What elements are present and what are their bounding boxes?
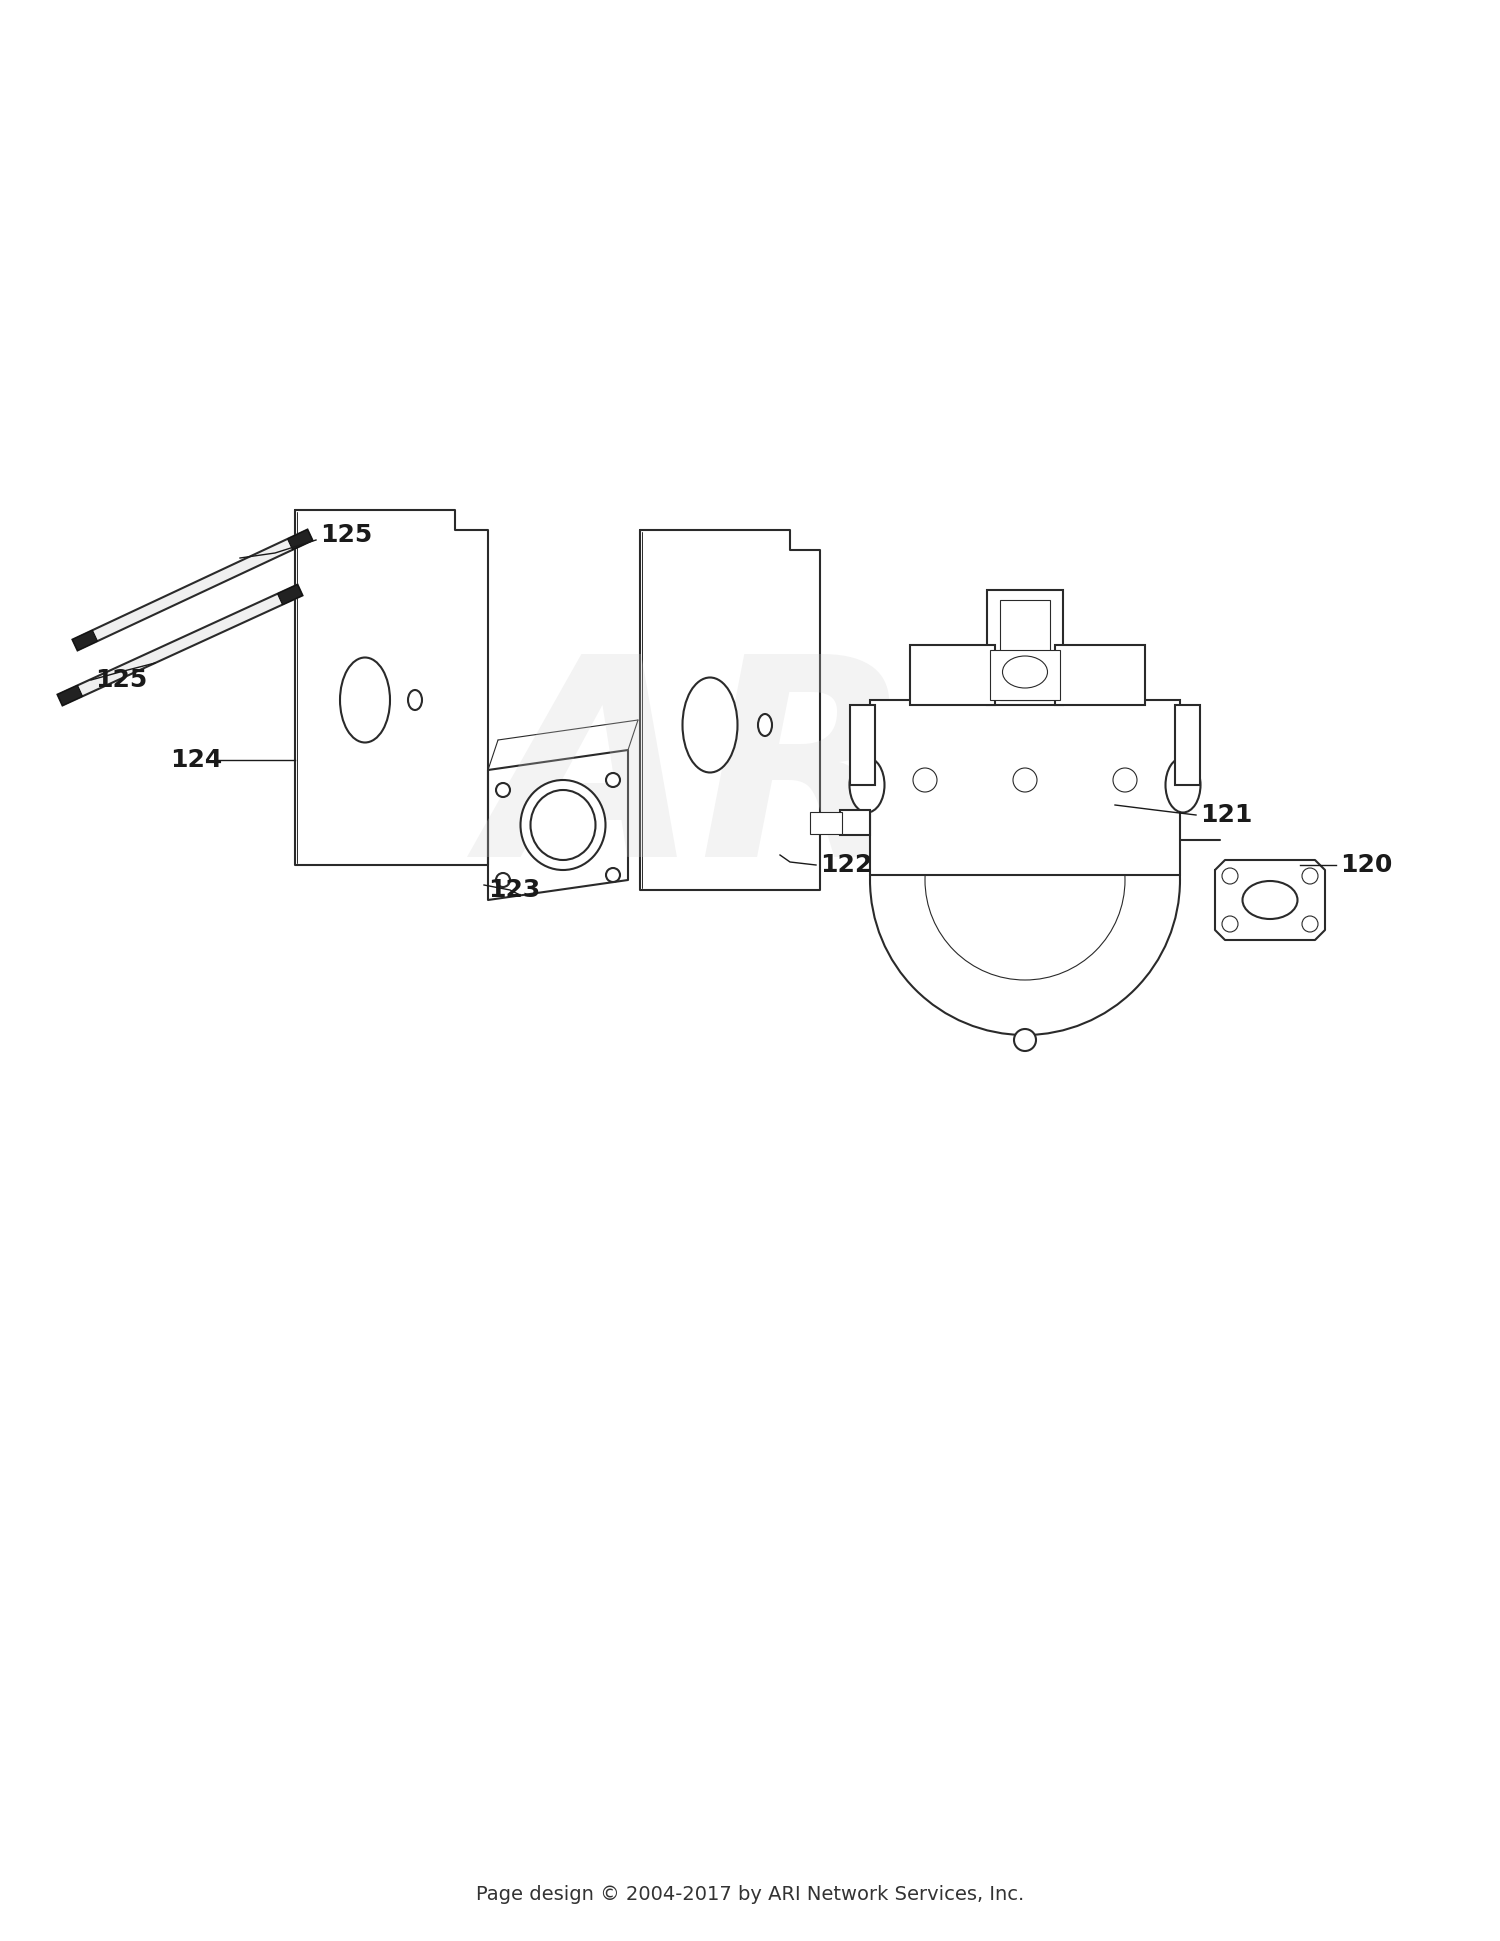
Bar xyxy=(987,590,1064,705)
Circle shape xyxy=(496,873,510,887)
Circle shape xyxy=(606,868,619,881)
Text: 124: 124 xyxy=(170,747,222,773)
Ellipse shape xyxy=(1014,1029,1036,1050)
Polygon shape xyxy=(72,631,98,650)
Text: 121: 121 xyxy=(1200,804,1252,827)
Bar xyxy=(870,701,1180,875)
Text: Page design © 2004-2017 by ARI Network Services, Inc.: Page design © 2004-2017 by ARI Network S… xyxy=(476,1885,1024,1904)
Polygon shape xyxy=(278,584,303,604)
Circle shape xyxy=(1302,916,1318,932)
Text: 125: 125 xyxy=(320,522,372,547)
Circle shape xyxy=(1113,769,1137,792)
Ellipse shape xyxy=(408,689,422,710)
Ellipse shape xyxy=(531,790,596,860)
Ellipse shape xyxy=(1002,656,1047,687)
Circle shape xyxy=(870,726,1180,1035)
Bar xyxy=(850,705,874,784)
Circle shape xyxy=(1302,868,1318,883)
Bar xyxy=(1000,600,1050,701)
Text: 123: 123 xyxy=(488,877,540,903)
Text: 120: 120 xyxy=(1340,852,1392,877)
Ellipse shape xyxy=(1242,881,1298,918)
Text: 125: 125 xyxy=(94,668,147,693)
Circle shape xyxy=(1222,916,1238,932)
Circle shape xyxy=(496,782,510,798)
Polygon shape xyxy=(72,530,312,650)
Text: ARI: ARI xyxy=(484,644,1016,914)
Text: 122: 122 xyxy=(821,852,873,877)
Ellipse shape xyxy=(520,780,606,870)
Ellipse shape xyxy=(849,757,885,813)
Circle shape xyxy=(1222,868,1238,883)
Circle shape xyxy=(914,769,938,792)
Circle shape xyxy=(606,773,619,786)
Bar xyxy=(1054,644,1144,705)
Bar xyxy=(840,809,870,835)
Polygon shape xyxy=(57,685,82,705)
Bar xyxy=(910,644,995,705)
Polygon shape xyxy=(288,530,312,549)
Circle shape xyxy=(1013,769,1036,792)
Circle shape xyxy=(926,780,1125,980)
Ellipse shape xyxy=(1166,757,1200,813)
Ellipse shape xyxy=(340,658,390,743)
Ellipse shape xyxy=(682,677,738,773)
Bar xyxy=(810,811,842,835)
Polygon shape xyxy=(57,584,303,705)
Ellipse shape xyxy=(758,714,772,736)
Bar xyxy=(1174,705,1200,784)
Bar xyxy=(990,650,1060,701)
